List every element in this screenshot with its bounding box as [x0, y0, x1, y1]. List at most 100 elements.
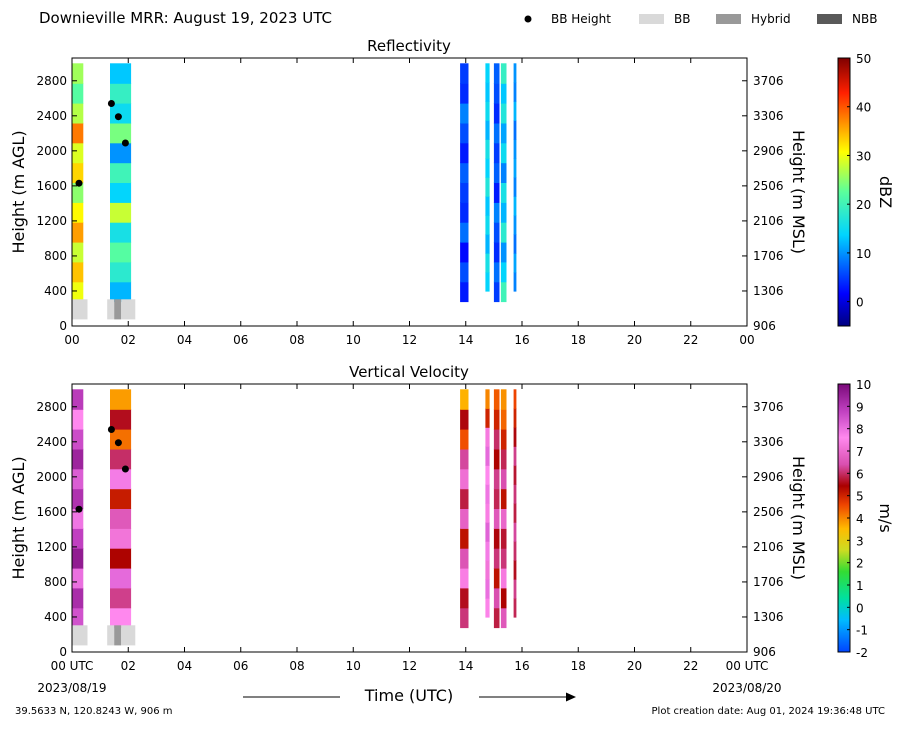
heatmap-cell	[460, 241, 469, 263]
y-right-tick-label: 906	[753, 645, 776, 659]
x-tick-label: 02	[121, 333, 136, 347]
heatmap-cell	[460, 103, 469, 124]
heatmap-cell	[460, 488, 469, 509]
heatmap-cell	[485, 196, 490, 216]
y-right-tick-label: 3306	[753, 109, 784, 123]
heatmap-cell	[485, 522, 490, 542]
legend: BB Height BB Hybrid NBB	[524, 12, 877, 26]
heatmap-cell	[72, 261, 84, 283]
y-tick-label: 2000	[36, 144, 67, 158]
heatmap-cell	[460, 567, 469, 589]
heatmap-cell	[110, 488, 132, 509]
precip-column	[72, 389, 84, 629]
y-tick-label: 2400	[36, 109, 67, 123]
colorbar	[837, 57, 851, 327]
precip-column	[460, 63, 469, 303]
heatmap-cell	[72, 587, 84, 609]
legend-item-bb-height: BB Height	[524, 12, 611, 26]
heatmap-cell	[460, 142, 469, 164]
heatmap-cell	[72, 83, 84, 104]
x-tick-label: 20	[627, 659, 642, 673]
legend-label: NBB	[852, 12, 877, 26]
heatmap-cell	[485, 272, 490, 292]
heatmap-cell	[493, 587, 500, 609]
bb-height-point	[114, 439, 122, 447]
heatmap-cell	[513, 484, 517, 504]
heatmap-cell	[513, 598, 517, 618]
bb-bar-bb	[72, 625, 88, 646]
bb-height-point	[107, 100, 115, 107]
bb-bar-bb	[121, 299, 136, 320]
heatmap-cell	[460, 389, 469, 410]
heatmap-cell	[110, 567, 132, 589]
y-right-tick-label: 3306	[753, 435, 784, 449]
heatmap-cell	[72, 567, 84, 589]
x-tick-label: 08	[289, 659, 304, 673]
bb-height-point	[107, 426, 115, 433]
heatmap-cell	[72, 409, 84, 430]
heatmap-cell	[485, 177, 490, 197]
colorbar-tick-label: 6	[856, 467, 864, 481]
heatmap-cell	[485, 560, 490, 580]
y-right-tick-label: 3706	[753, 74, 784, 88]
y-right-tick-label: 2906	[753, 144, 784, 158]
bb-bar-bb	[107, 625, 115, 646]
heatmap-cell	[493, 222, 500, 243]
heatmap-cell	[110, 261, 132, 283]
precip-column	[493, 63, 500, 303]
colorbar-tick-label: 10	[856, 247, 871, 261]
heatmap-cell	[72, 281, 84, 303]
bb-height-point	[75, 505, 83, 513]
y-tick-label: 2800	[36, 400, 67, 414]
start-date: 2023/08/19	[37, 681, 106, 695]
heatmap-cell	[493, 409, 500, 430]
heatmap-cell	[513, 408, 517, 428]
bb-height-point	[75, 179, 83, 187]
heatmap-cell	[500, 63, 507, 84]
x-tick-label: 10	[346, 333, 361, 347]
heatmap-cell	[485, 541, 490, 561]
heatmap-cell	[513, 560, 517, 580]
precip-column	[110, 63, 132, 303]
heatmap-cell	[500, 241, 507, 263]
precip-column	[500, 389, 507, 629]
heatmap-cell	[500, 548, 507, 569]
heatmap-cell	[493, 448, 500, 470]
location-text: 39.5633 N, 120.8243 W, 906 m	[15, 706, 173, 717]
heatmap-cell	[493, 508, 500, 529]
heatmap-cell	[72, 468, 84, 490]
bb-bar-hybrid	[114, 299, 122, 320]
y-right-tick-label: 906	[753, 319, 776, 333]
y-tick-label: 1600	[36, 505, 67, 519]
heatmap-cell	[485, 82, 490, 102]
bb-type-bars	[72, 299, 136, 320]
heatmap-cell	[72, 607, 84, 629]
heatmap-cell	[500, 281, 507, 303]
heatmap-cell	[72, 389, 84, 410]
heatmap-cell	[513, 63, 517, 83]
heatmap-cell	[513, 465, 517, 485]
heatmap-cell	[500, 202, 507, 223]
heatmap-cell	[493, 142, 500, 164]
heatmap-cell	[485, 158, 490, 178]
x-tick-label: 08	[289, 333, 304, 347]
figure-title: Downieville MRR: August 19, 2023 UTC	[39, 9, 332, 27]
x-tick-label: 18	[571, 659, 586, 673]
x-tick-label: 16	[514, 333, 529, 347]
heatmap-cell	[500, 142, 507, 164]
heatmap-cell	[500, 83, 507, 104]
heatmap-cell	[513, 427, 517, 447]
heatmap-cell	[513, 101, 517, 121]
heatmap-cell	[110, 409, 132, 430]
heatmap-cell	[110, 607, 132, 629]
heatmap-cell	[110, 122, 132, 144]
heatmap-cell	[460, 182, 469, 203]
heatmap-cell	[460, 468, 469, 490]
heatmap-cell	[493, 182, 500, 203]
heatmap-cell	[493, 607, 500, 629]
x-tick-label: 00 UTC	[51, 659, 94, 673]
heatmap-cell	[72, 548, 84, 569]
bb-height-points	[75, 100, 129, 187]
reflectivity-colorbar-label: dBZ	[876, 176, 895, 208]
